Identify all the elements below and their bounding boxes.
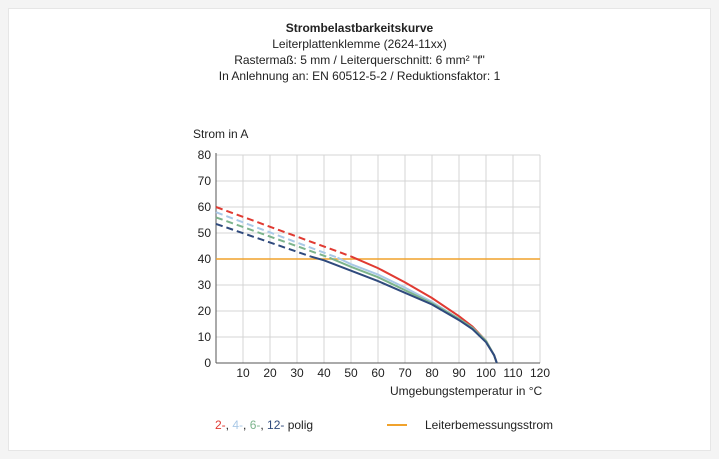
x-tick-label: 60 — [371, 366, 385, 380]
chart-title: Strombelastbarkeitskurve — [285, 21, 434, 35]
series-6-pole-dashed — [215, 216, 330, 259]
y-tick-label: 70 — [198, 174, 212, 188]
x-tick-label: 120 — [530, 366, 550, 380]
legend-pole-2: 2- — [215, 418, 226, 432]
series-4-pole-solid — [337, 256, 498, 364]
y-tick-label: 0 — [204, 356, 211, 370]
y-tick-label: 30 — [198, 278, 212, 292]
legend-pole-4: 4- — [232, 418, 244, 432]
y-tick-label: 60 — [198, 200, 212, 214]
x-tick-label: 110 — [503, 366, 522, 380]
x-tick-label: 10 — [236, 366, 250, 380]
y-tick-label: 50 — [198, 226, 212, 240]
x-tick-label: 90 — [452, 366, 466, 380]
y-tick-label: 80 — [198, 148, 212, 162]
x-tick-label: 70 — [398, 366, 412, 380]
legend-poles-suffix: polig — [284, 418, 314, 432]
x-axis-label: Umgebungstemperatur in °C — [390, 384, 543, 398]
legend-rated-current: Leiterbemessungsstrom — [387, 418, 553, 432]
x-tick-label: 30 — [290, 366, 304, 380]
legend-separator: , — [260, 418, 268, 432]
y-axis-label: Strom in A — [193, 127, 249, 141]
x-tick-label: 40 — [317, 366, 331, 380]
chart-card — [8, 8, 711, 451]
chart-header: Strombelastbarkeitskurve Leiterplattenkl… — [0, 20, 719, 84]
grid-lines — [216, 154, 541, 363]
series-lines — [215, 206, 540, 364]
legend-pole-list: 2-, 4-, 6-, 12- — [215, 418, 284, 432]
series-6-pole-solid — [329, 256, 498, 364]
legend-orange-line — [387, 424, 407, 426]
axes — [215, 153, 540, 364]
x-tick-label: 20 — [263, 366, 277, 380]
x-tick-label: 80 — [425, 366, 439, 380]
tick-labels: 0 10 20 30 40 50 60 70 80 10 20 30 40 50 60 70 80 90 100 11… — [198, 148, 551, 380]
series-4-pole-dashed — [215, 211, 338, 259]
chart-subtitle-1: Leiterplattenklemme (2624-11xx) — [272, 37, 447, 51]
legend-pole-12: 12- — [267, 418, 285, 432]
legend-separator: , — [225, 418, 233, 432]
y-tick-label: 10 — [198, 330, 212, 344]
y-tick-label: 20 — [198, 304, 212, 318]
series-12-pole-solid — [310, 255, 498, 364]
series-2-pole-dashed — [215, 206, 352, 258]
y-tick-label: 40 — [198, 252, 212, 266]
legend-separator: , — [243, 418, 250, 432]
x-tick-label: 100 — [476, 366, 496, 380]
x-tick-label: 50 — [344, 366, 358, 380]
legend-poles: 2-, 4-, 6-, 12- polig — [215, 418, 313, 432]
series-12-pole-dashed — [215, 222, 311, 258]
chart-subtitle-2: Rastermaß: 5 mm / Leiterquerschnitt: 6 m… — [234, 53, 485, 67]
legend-pole-6: 6- — [249, 418, 261, 432]
legend-rated-label: Leiterbemessungsstrom — [425, 418, 554, 432]
chart-subtitle-3: In Anlehnung an: EN 60512-5-2 / Reduktio… — [218, 69, 501, 83]
